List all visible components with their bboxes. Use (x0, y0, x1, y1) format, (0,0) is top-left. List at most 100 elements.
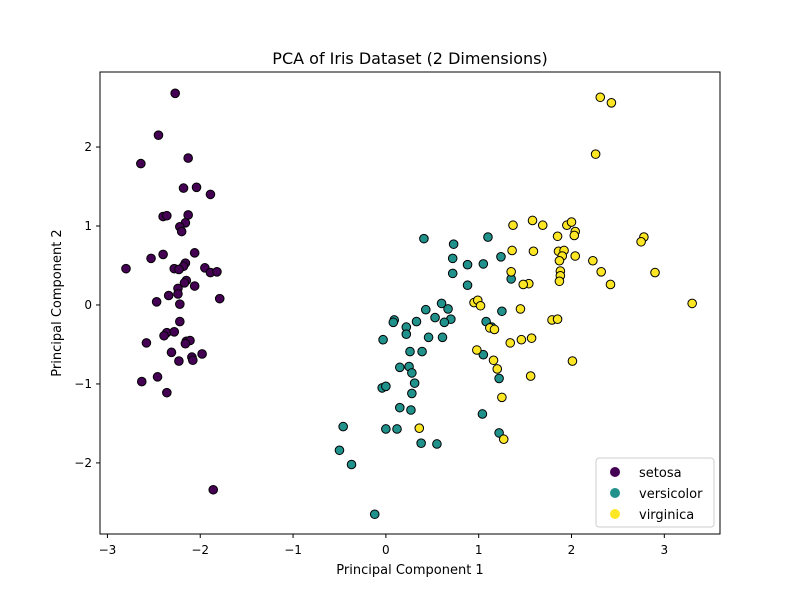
versicolor-point (407, 388, 417, 399)
virginica-point (526, 333, 537, 343)
versicolor-point (419, 233, 429, 244)
versicolor-point (496, 251, 506, 262)
versicolor-point (381, 381, 391, 392)
setosa-point (151, 297, 162, 307)
virginica-point (505, 338, 516, 348)
versicolor-point (407, 368, 417, 378)
versicolor-point (420, 304, 431, 315)
virginica-point (488, 355, 499, 366)
y-tick-label: −2 (74, 456, 92, 470)
versicolor-point (497, 306, 507, 317)
x-tick-label: −3 (99, 543, 117, 557)
plot-frame (99, 71, 721, 535)
setosa-point (197, 349, 207, 359)
versicolor-point (447, 268, 458, 279)
setosa-point (175, 316, 185, 327)
versicolor-point (430, 312, 440, 323)
virginica-point (515, 304, 526, 314)
versicolor-point (423, 332, 434, 343)
legend-marker-setosa (610, 467, 620, 477)
x-tick-label: −1 (284, 543, 302, 557)
virginica-point (554, 255, 565, 266)
versicolor-point (416, 438, 426, 448)
y-tick-label: 0 (84, 298, 92, 312)
legend-label-versicolor: versicolor (639, 487, 703, 502)
versicolor-point (369, 509, 380, 520)
virginica-point (497, 392, 507, 403)
versicolor-point (406, 405, 416, 415)
legend-marker-versicolor (610, 488, 620, 498)
versicolor-point (437, 332, 448, 343)
x-tick-label: 2 (568, 543, 576, 557)
versicolor-point (443, 304, 453, 314)
setosa-point (212, 267, 222, 277)
versicolor-point (478, 259, 489, 269)
versicolor-point (462, 280, 473, 291)
setosa-point (162, 387, 172, 398)
versicolor-point (334, 445, 345, 456)
virginica-point (518, 279, 529, 290)
setosa-point (189, 248, 200, 258)
virginica-point (554, 276, 565, 287)
virginica-point (596, 267, 607, 277)
setosa-point (191, 182, 202, 193)
virginica-point (525, 371, 536, 381)
setosa-point (175, 299, 185, 309)
setosa-point (180, 338, 191, 349)
chart-title: PCA of Iris Dataset (2 Dimensions) (272, 49, 547, 68)
setosa-point (178, 183, 189, 193)
virginica-point (528, 246, 539, 257)
virginica-point (475, 300, 486, 311)
virginica-point (606, 98, 617, 108)
virginica-point (492, 364, 503, 374)
legend-label-virginica: virginica (639, 508, 694, 523)
virginica-point (588, 255, 598, 266)
setosa-point (183, 210, 193, 220)
x-axis: −3 −2 −1 0 1 2 3 (99, 534, 668, 557)
virginica-point (552, 314, 563, 324)
versicolor-point (401, 329, 412, 339)
legend: setosa versicolor virginica (595, 457, 715, 528)
setosa-point (163, 290, 174, 301)
y-axis: −2 −1 0 1 2 (74, 140, 100, 470)
versicolor-point (409, 378, 420, 388)
virginica-point (508, 220, 518, 231)
versicolor-point (477, 409, 488, 419)
setosa-point (183, 153, 193, 163)
setosa-point (153, 130, 164, 140)
setosa-point (152, 372, 163, 382)
setosa-point (179, 278, 190, 288)
virginica-point (590, 149, 601, 159)
virginica-point (527, 215, 538, 226)
versicolor-point (338, 421, 348, 432)
virginica-point (567, 356, 578, 366)
virginica-point (605, 279, 616, 290)
setosa-point (214, 293, 225, 304)
versicolor-point (448, 239, 459, 249)
x-tick-label: −2 (191, 543, 209, 557)
virginica-point (569, 230, 580, 241)
virginica-point (570, 251, 581, 261)
x-axis-label: Principal Component 1 (336, 563, 483, 578)
versicolor-point (432, 439, 442, 449)
setosa-point (136, 376, 147, 387)
versicolor-point (378, 334, 388, 345)
versicolor-point (436, 298, 447, 309)
versicolor-point (346, 459, 357, 470)
setosa-point (136, 158, 146, 169)
virginica-point (489, 324, 500, 335)
versicolor-point (447, 253, 458, 264)
virginica-point (636, 236, 646, 247)
virginica-point (506, 267, 516, 277)
versicolor-point (388, 317, 399, 328)
y-axis-label: Principal Component 2 (50, 229, 65, 376)
setosa-point (174, 264, 184, 275)
y-tick-label: 2 (84, 140, 92, 154)
versicolor-point (483, 232, 493, 242)
setosa-point (146, 253, 156, 264)
setosa-point (121, 263, 131, 274)
versicolor-point (392, 424, 402, 434)
versicolor-point (478, 349, 489, 360)
versicolor-point (405, 346, 415, 357)
